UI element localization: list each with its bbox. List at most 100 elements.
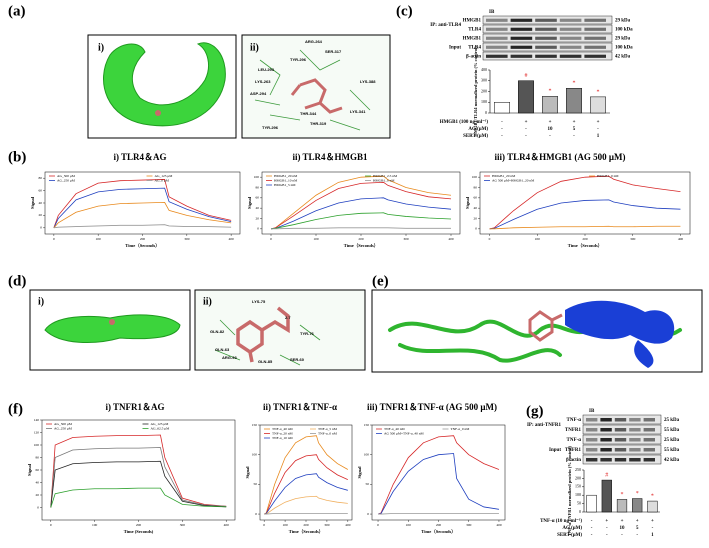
condition-value: 10 [548,127,554,132]
bar [542,96,558,114]
condition-label: HMGB1 (100 ng·ml⁻¹) [440,119,489,125]
sensorgram-line [264,473,348,515]
blot-band [600,438,612,442]
sub-label: ii) [250,42,259,53]
blot-row-label: β-actin [466,55,481,60]
y-tick-label: 60 [36,468,40,472]
blot-band [586,448,598,452]
blot-band [559,36,582,40]
condition-value: - [501,127,503,132]
y-tick-label: 400 [481,67,487,72]
residue-label: TYR-76 [300,331,315,336]
y-axis-label: Signal [27,463,32,476]
sensorgram-line [50,434,227,508]
legend-label: TNF-α_0 nM [318,431,338,435]
blot-band [643,458,655,462]
blot-kda-label: 100 kDa [615,28,633,33]
panel-label: (f) [8,401,23,417]
residue-sticks [254,49,371,131]
sensorgram-line [53,179,232,228]
sensorgram-line [378,513,499,515]
y-tick-label: 80 [474,185,478,189]
condition-value: + [525,120,528,125]
condition-value: + [573,120,576,125]
y-tick-label: 100 [34,443,40,447]
significance-marker: # [605,472,608,478]
condition-value: - [652,526,654,531]
blot-band [600,428,612,432]
significance-marker: * [636,491,639,497]
blot-header: IB [489,10,495,15]
plot-frame [371,424,506,521]
bar [590,96,606,114]
sensorgram-line [270,181,452,230]
sensorgram-line [377,453,500,515]
residue-label: 2.7 [285,315,291,320]
y-tick-label: 120 [34,430,40,434]
x-tick-label: 200 [140,237,146,241]
ligand-sticks [290,78,343,114]
blot-row-label: TNFR1 [565,428,582,433]
x-tick-label: 200 [436,523,442,527]
plot-title: iii) TLR4＆HMGB1 (AG 500 μM) [495,152,626,162]
y-tick-label: 100 [575,492,581,497]
x-axis-label: Time (Seconds) [124,529,154,534]
image-frame [241,34,391,139]
x-tick-label: 400 [224,523,230,527]
condition-label: SERT (μM) [463,134,488,139]
residue-label: LYS-388 [360,79,376,84]
y-tick-label: 200 [575,475,581,480]
legend-label: HMGB1_0 nM [597,174,619,178]
blot-band [535,45,557,49]
legend-label: HMGB1_5 nM [274,183,296,187]
protein-surface [565,300,675,344]
y-tick-label: 150 [364,423,370,427]
y-tick-label: 200 [481,88,487,93]
condition-value: 10 [620,526,626,531]
sensorgram-line [50,460,227,508]
legend-label: TNF-α_0 nM [451,427,471,431]
x-tick-label: 300 [180,523,186,527]
blot-band [614,448,627,452]
y-axis-label: Signal [247,196,252,209]
bar [616,499,628,513]
condition-value: - [636,533,638,538]
x-tick-label: 0 [377,523,379,527]
blot-ip-label: IP: anti-TLR4 [430,23,461,28]
blot-band [643,438,655,442]
sensorgram-line [264,495,348,515]
blot-band [486,45,508,49]
y-tick-label: 20 [36,493,40,497]
x-tick-label: 300 [324,523,330,527]
y-tick-label: 100 [481,99,487,104]
legend-label: AG_500 μM [57,174,76,178]
condition-value: + [605,519,608,524]
y-tick-label: 40 [36,480,40,484]
blot-band [510,45,533,49]
protein-surface [634,340,654,368]
ligand [155,110,161,116]
significance-marker: * [621,492,624,498]
blot-band [584,54,606,58]
legend-label: TNF-α_20 nM [272,431,293,435]
x-tick-label: 200 [358,237,364,241]
legend-label: HMGB1_0 nM [373,178,395,182]
condition-value: - [621,533,623,538]
sensorgram-line [50,487,227,508]
x-tick-label: 400 [229,237,235,241]
x-tick-label: 100 [535,237,541,241]
legend-label: AG_125 μM [155,174,174,178]
plot-title: ii) TNFR1＆TNF-α [263,402,337,412]
y-tick-label: 20 [256,216,260,220]
blot-row-label: HMGB1 [463,37,482,42]
blot-band [535,54,557,58]
legend-label: AG_62.5 μM [151,426,171,430]
bar [586,494,597,513]
legend-label: TNF-α_10 nM [272,436,293,440]
x-axis-label: Time（Seconds） [125,243,159,249]
bar [566,88,582,114]
x-tick-label: 100 [282,523,288,527]
blot-kda-label: 42 kDa [615,55,631,60]
plot-title: i) TLR4＆AG [113,152,166,162]
condition-value: - [525,134,527,139]
